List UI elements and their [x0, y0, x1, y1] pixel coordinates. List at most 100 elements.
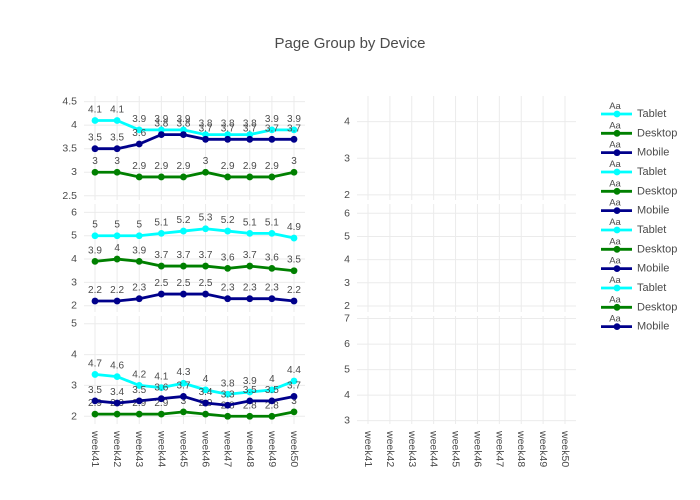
- data-point-label: 3.9: [287, 114, 301, 125]
- data-point-marker: [135, 410, 143, 418]
- data-point-label: 2.5: [154, 278, 168, 289]
- data-point-marker: [135, 232, 143, 240]
- data-point-marker: [113, 255, 121, 263]
- series-tablet: 5 5 5 5.1 5.2 5.3 5.2 5.1 5.1 4.9: [91, 213, 301, 242]
- data-point-marker: [113, 373, 121, 381]
- legend-item-mobile[interactable]: Aa Mobile: [601, 256, 669, 275]
- data-point-marker: [202, 290, 209, 298]
- legend-item-label: Mobile: [637, 263, 669, 275]
- legend-sample-text: Aa: [609, 140, 621, 151]
- data-point-label: 2.2: [287, 285, 301, 296]
- legend-marker-swatch: [613, 110, 621, 118]
- data-point-marker: [180, 408, 187, 416]
- series-line-tablet: [95, 119, 294, 136]
- data-point-label: 3.6: [265, 252, 279, 263]
- legend-item-mobile[interactable]: Aa Mobile: [601, 140, 669, 159]
- data-point-marker: [135, 173, 143, 181]
- data-point-label: 3.7: [176, 380, 190, 391]
- legend-item-desktop[interactable]: Aa Desktop: [601, 236, 677, 255]
- legend-item-mobile[interactable]: Aa Mobile: [601, 198, 669, 217]
- data-point-marker: [135, 140, 143, 148]
- legend-item-label: Mobile: [637, 205, 669, 217]
- x-tick-label: week46: [200, 430, 212, 467]
- data-point-label: 3.6: [154, 383, 168, 394]
- data-point-label: 3.8: [199, 119, 213, 130]
- legend-marker-swatch: [613, 303, 621, 311]
- data-point-marker: [268, 264, 276, 272]
- data-point-label: 3.9: [132, 114, 146, 125]
- legend-item-tablet[interactable]: Aa Tablet: [601, 275, 666, 294]
- data-point-marker: [91, 232, 99, 240]
- data-point-marker: [202, 410, 209, 418]
- data-point-marker: [224, 401, 232, 409]
- data-point-label: 5.2: [176, 215, 190, 226]
- series-tablet: 4.7 4.6 4.2 4.1 4.3 4 3.8 3.9 4 4.4: [88, 358, 301, 398]
- x-tick-label: week49: [266, 430, 278, 467]
- legend-item-mobile[interactable]: Aa Mobile: [601, 314, 669, 333]
- data-point-label: 2.8: [265, 400, 279, 411]
- data-point-label: 3.5: [287, 255, 301, 266]
- data-point-marker: [113, 399, 121, 407]
- x-tick-label: week50: [288, 430, 300, 467]
- data-point-marker: [246, 295, 254, 303]
- data-point-marker: [135, 126, 143, 134]
- data-point-label: 3.9: [132, 245, 146, 256]
- data-point-marker: [202, 131, 209, 138]
- data-point-label: 5.1: [154, 217, 168, 228]
- data-point-label: 2.9: [265, 161, 279, 172]
- data-point-marker: [268, 229, 276, 237]
- legend-item-desktop[interactable]: Aa Desktop: [601, 120, 677, 139]
- data-point-marker: [180, 393, 187, 400]
- data-point-label: 3.8: [154, 119, 168, 130]
- data-point-label: 3.9: [243, 376, 257, 387]
- data-point-marker: [113, 168, 121, 176]
- legend: Aa Tablet Aa Desktop Aa Mobile Aa Tablet Aa Deskt…: [601, 101, 677, 333]
- data-point-label: 3.5: [243, 385, 257, 396]
- data-point-marker: [224, 173, 232, 181]
- data-point-marker: [202, 386, 209, 394]
- y-tick-label: 5: [344, 364, 350, 376]
- series-line-tablet: [94, 373, 295, 396]
- data-point-label: 2.3: [243, 283, 257, 294]
- data-point-marker: [113, 410, 121, 418]
- data-point-label: 3: [92, 156, 98, 167]
- data-point-marker: [157, 131, 165, 138]
- subplot-left-top: 2.533.544.54.1 4.13.9 3.9 3.9 3.8 3.8 3.8 3.9 3.…: [62, 96, 305, 202]
- y-tick-label: 2: [344, 189, 350, 201]
- data-point-label: 3.7: [243, 123, 257, 134]
- data-point-label: 3.5: [132, 385, 146, 396]
- data-point-label: 4.1: [88, 104, 102, 115]
- data-point-marker: [224, 412, 232, 420]
- data-point-label: 3: [203, 156, 209, 167]
- data-point-label: 2.2: [110, 285, 124, 296]
- legend-marker-swatch: [613, 187, 621, 195]
- data-point-marker: [202, 225, 209, 233]
- data-point-label: 3.8: [176, 119, 190, 130]
- data-point-marker: [91, 397, 99, 405]
- data-point-label: 3: [291, 396, 297, 407]
- legend-sample-text: Aa: [609, 256, 621, 267]
- legend-item-tablet[interactable]: Aa Tablet: [601, 217, 666, 236]
- data-point-label: 3.9: [88, 245, 102, 256]
- data-point-marker: [157, 395, 165, 403]
- data-point-marker: [246, 262, 254, 270]
- legend-sample-text: Aa: [609, 294, 621, 305]
- data-point-marker: [290, 377, 298, 385]
- data-point-marker: [246, 173, 254, 181]
- data-point-marker: [157, 126, 165, 134]
- legend-sample-text: Aa: [609, 159, 621, 170]
- legend-item-label: Mobile: [637, 147, 669, 159]
- legend-marker-swatch: [613, 226, 621, 234]
- data-point-label: 3.7: [243, 250, 257, 261]
- data-point-marker: [290, 126, 298, 134]
- legend-item-desktop[interactable]: Aa Desktop: [601, 178, 677, 197]
- legend-item-desktop[interactable]: Aa Desktop: [601, 294, 677, 313]
- data-point-label: 3: [114, 156, 120, 167]
- legend-marker-swatch: [613, 129, 621, 137]
- data-point-marker: [113, 297, 121, 305]
- legend-item-tablet[interactable]: Aa Tablet: [601, 159, 666, 178]
- legend-item-tablet[interactable]: Aa Tablet: [601, 101, 666, 120]
- data-point-marker: [157, 262, 165, 270]
- data-point-marker: [268, 295, 276, 303]
